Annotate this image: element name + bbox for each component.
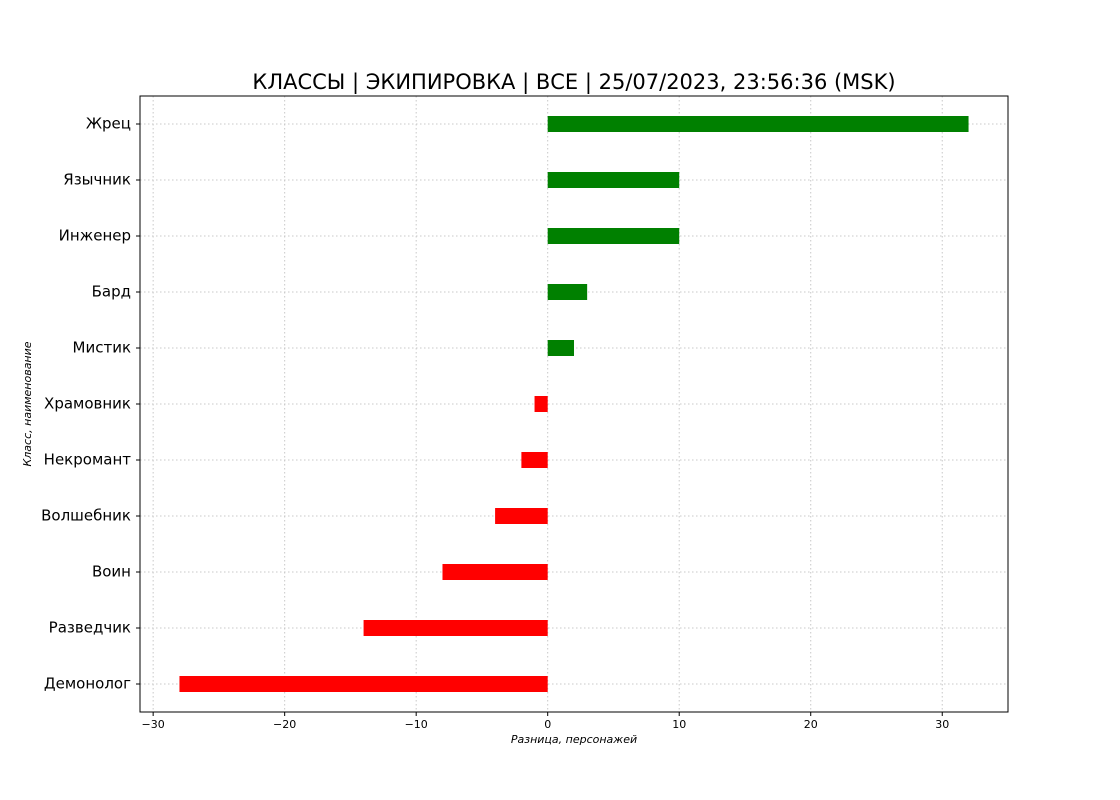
bar	[534, 396, 548, 412]
bar	[442, 564, 548, 580]
y-tick-label: Язычник	[63, 171, 131, 189]
bar	[521, 452, 548, 468]
x-tick-label: 20	[804, 718, 818, 731]
bar	[363, 620, 548, 636]
y-tick-label: Бард	[92, 283, 131, 301]
bar	[495, 508, 548, 524]
y-tick-label: Мистик	[73, 339, 131, 357]
x-tick-label: −20	[273, 718, 296, 731]
plot-frame	[139, 95, 1009, 713]
y-tick-label: Некромант	[44, 451, 132, 469]
chart-title: КЛАССЫ | ЭКИПИРОВКА | ВСЕ | 25/07/2023, …	[252, 70, 895, 95]
y-tick-label: Демонолог	[44, 675, 131, 693]
x-tick-label: −30	[142, 718, 165, 731]
x-tick-label: 10	[672, 718, 686, 731]
x-tick-label: 0	[544, 718, 551, 731]
y-axis-label: Класс, наименование	[21, 341, 34, 466]
y-tick-label: Инженер	[59, 227, 131, 245]
bar	[547, 228, 680, 244]
x-tick-label: 30	[935, 718, 949, 731]
y-tick-label: Воин	[92, 563, 131, 581]
y-tick-label: Волшебник	[41, 507, 131, 525]
y-tick-label: Жрец	[86, 115, 131, 133]
bar	[547, 340, 574, 356]
bar	[547, 116, 969, 132]
bar	[547, 172, 680, 188]
y-tick-label: Разведчик	[49, 619, 131, 637]
x-axis-label: Разница, персонажей	[511, 733, 637, 746]
y-tick-label: Храмовник	[44, 395, 131, 413]
bar	[179, 676, 548, 692]
x-tick-label: −10	[405, 718, 428, 731]
bar	[547, 284, 588, 300]
